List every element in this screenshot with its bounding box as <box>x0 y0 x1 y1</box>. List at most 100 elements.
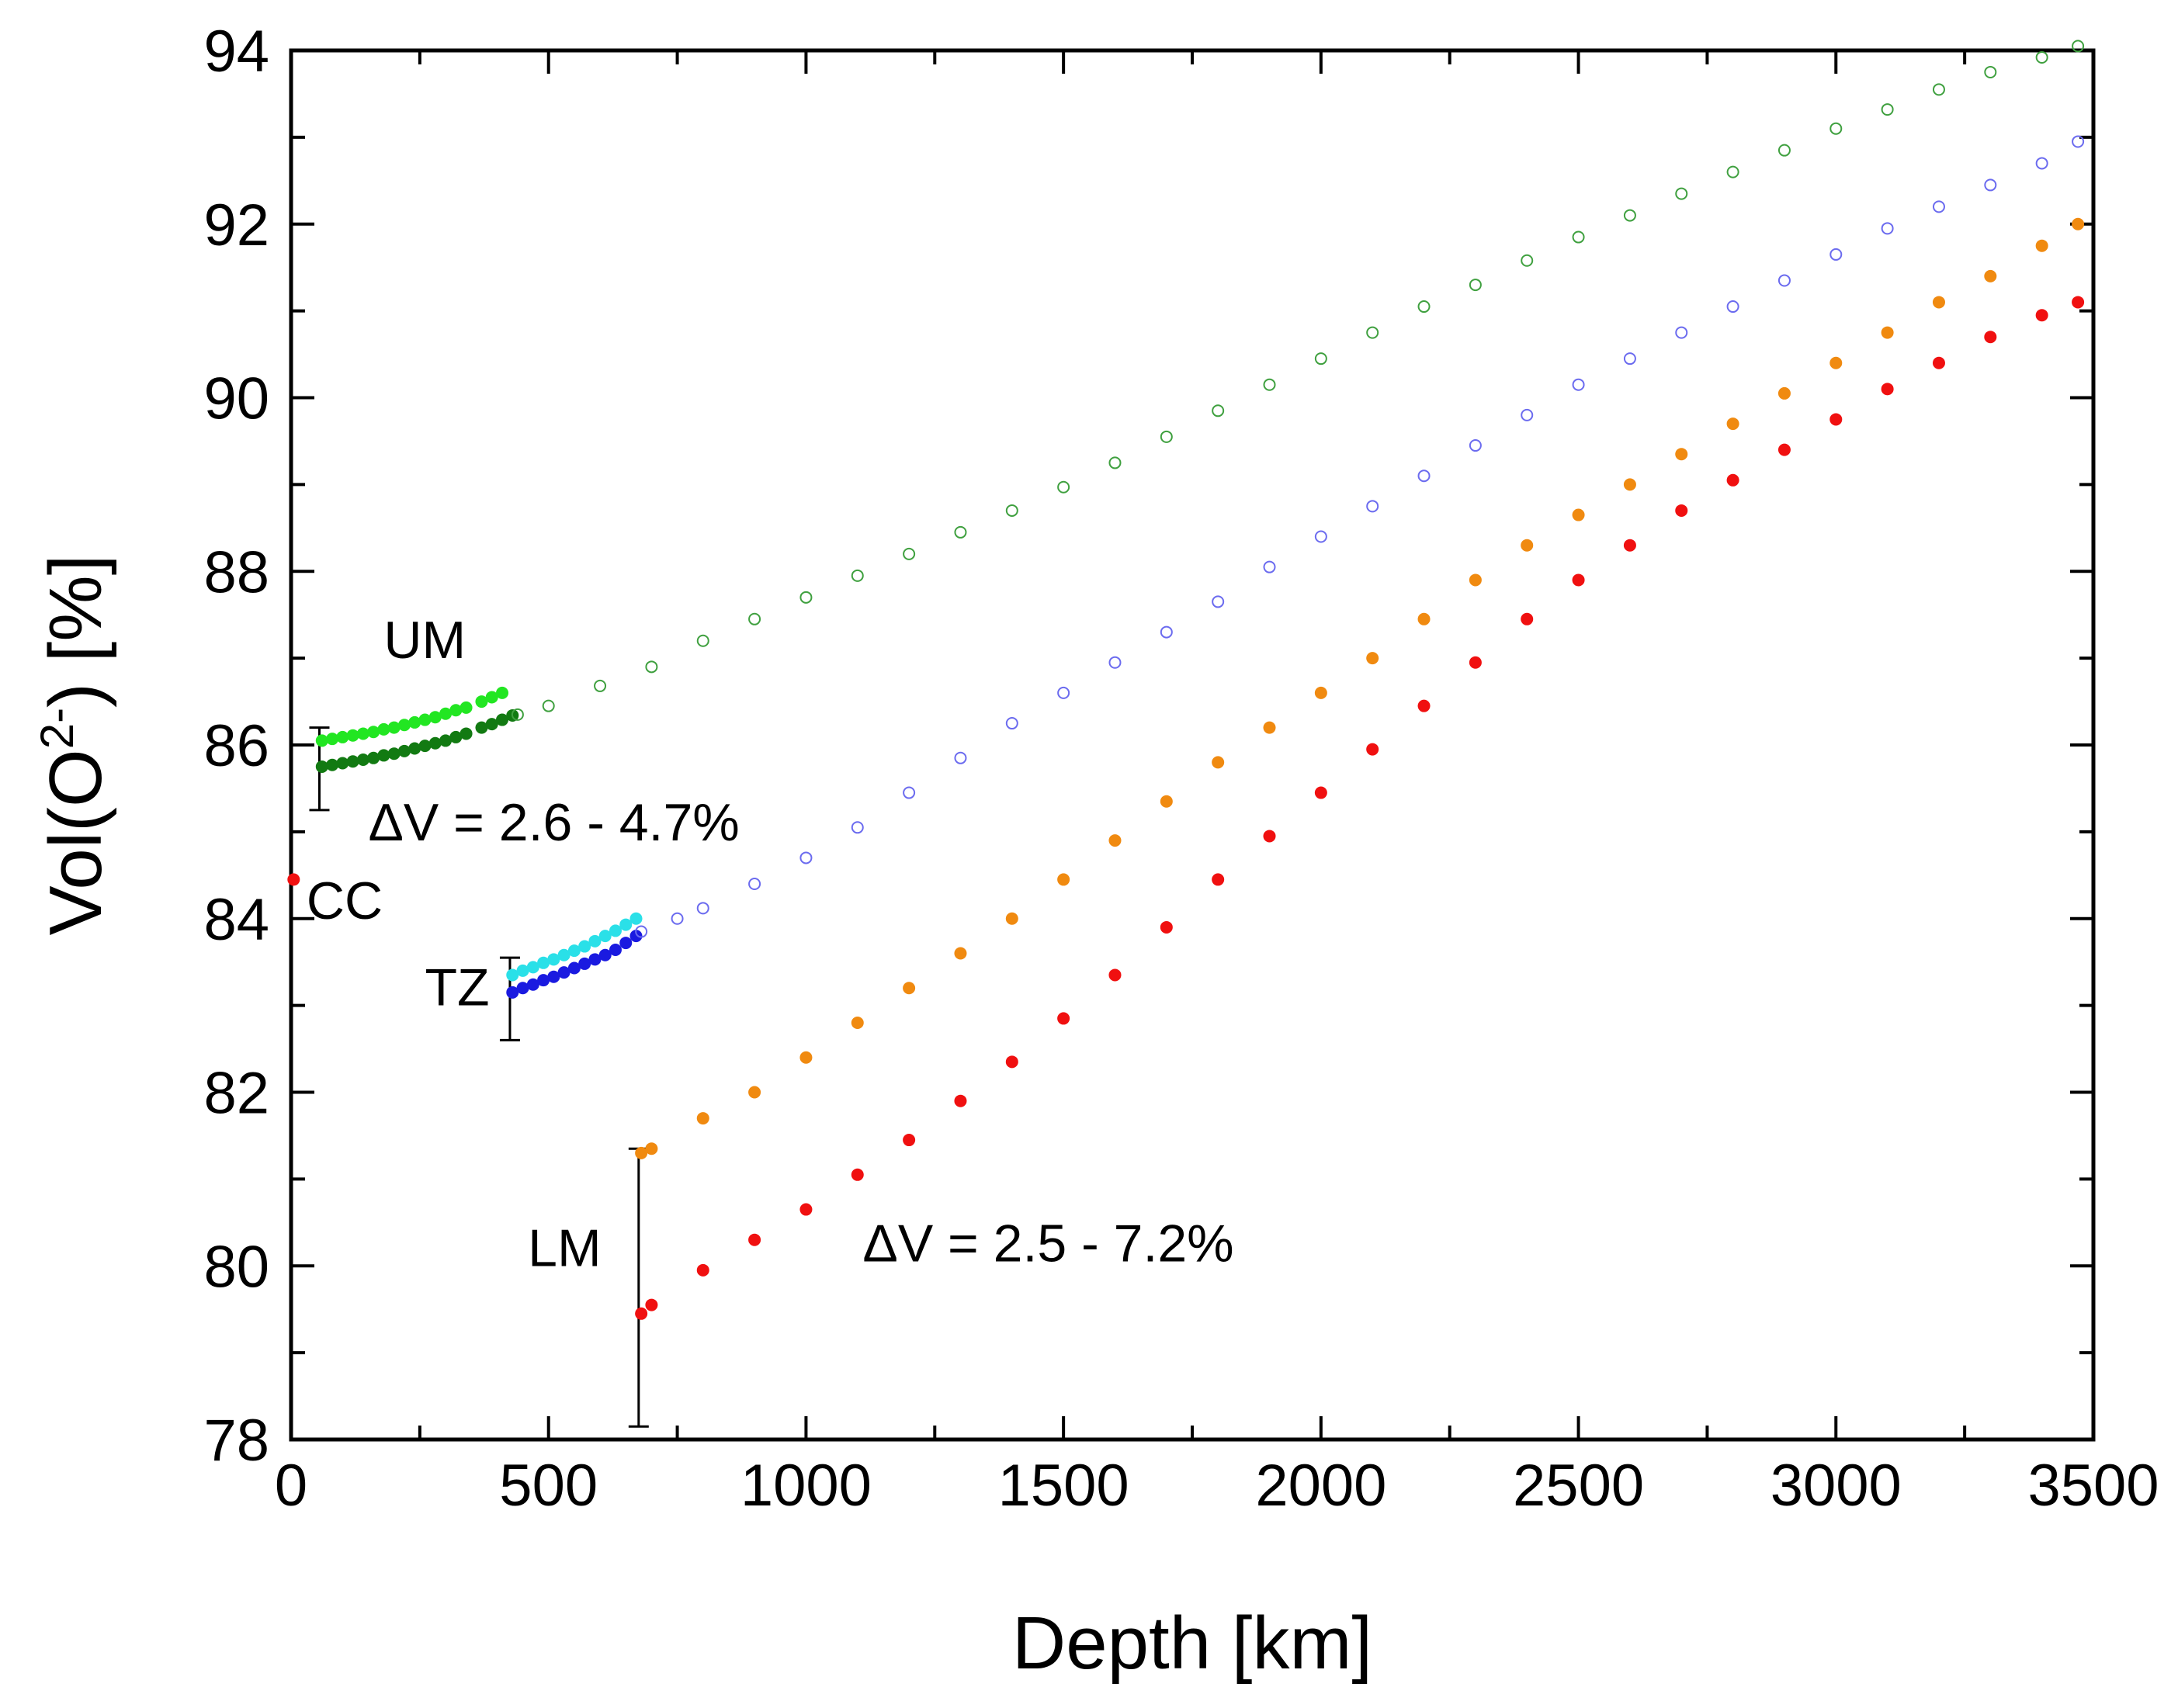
point-upper-open-9 <box>954 525 967 539</box>
point-um-light-7 <box>387 721 401 734</box>
point-um-light-6 <box>377 722 390 736</box>
point-upper-open-12 <box>1108 456 1122 469</box>
point-um-dark-15 <box>475 721 488 734</box>
y-tick-label-84: 84 <box>203 887 269 953</box>
x-tick-label-1500: 1500 <box>998 1453 1129 1519</box>
point-upper-open-7 <box>851 569 864 582</box>
point-um-light-13 <box>449 704 463 717</box>
point-upper-open-16 <box>1314 352 1327 366</box>
point-lower-open-blue-29 <box>2072 135 2085 148</box>
point-um-dark-8 <box>397 744 411 757</box>
point-lm-red-18 <box>1521 612 1534 625</box>
point-lm-orange-1 <box>645 1142 658 1155</box>
point-tz-blue-5 <box>557 966 571 979</box>
point-um-dark-12 <box>439 734 453 747</box>
point-um-light-2 <box>336 730 349 743</box>
point-lm-orange-28 <box>2035 239 2048 252</box>
x-axis-title: Depth [km] <box>1012 1602 1372 1685</box>
point-upper-open-18 <box>1417 300 1431 314</box>
series-lower-open-blue <box>635 135 2085 938</box>
point-lm-orange-7 <box>954 947 967 960</box>
point-lower-open-blue-12 <box>1212 595 1225 608</box>
point-upper-open-17 <box>1366 326 1379 339</box>
point-lm-orange-5 <box>851 1017 864 1029</box>
point-lm-orange-3 <box>748 1086 761 1099</box>
point-lm-orange-2 <box>696 1112 709 1125</box>
point-lm-red-28 <box>2035 309 2048 322</box>
y-tick-label-80: 80 <box>203 1234 269 1300</box>
y-tick-label-82: 82 <box>203 1061 269 1127</box>
x-tick-label-2500: 2500 <box>1513 1453 1644 1519</box>
point-upper-open-3 <box>645 660 658 674</box>
y-axis-title-superscript: 2- <box>31 708 83 749</box>
series-lm-orange <box>635 217 2085 1159</box>
point-tz-blue-2 <box>526 978 539 991</box>
point-cc-0 <box>287 873 300 886</box>
point-tz-cyan-8 <box>588 934 602 948</box>
point-upper-open-31 <box>2072 40 2085 53</box>
point-lm-orange-18 <box>1521 539 1534 552</box>
point-lm-orange-16 <box>1417 612 1431 625</box>
point-lm-orange-21 <box>1675 448 1688 461</box>
point-um-dark-11 <box>428 736 442 750</box>
point-um-dark-6 <box>377 749 390 762</box>
point-um-light-8 <box>397 719 411 732</box>
point-lower-open-blue-7 <box>954 751 967 764</box>
point-lower-open-blue-20 <box>1623 352 1636 366</box>
point-lm-orange-10 <box>1108 834 1122 847</box>
point-lm-red-20 <box>1623 539 1636 552</box>
point-um-dark-10 <box>418 740 432 753</box>
point-lm-red-0 <box>635 1307 648 1320</box>
series-tz-cyan <box>506 912 643 982</box>
point-lm-orange-11 <box>1160 795 1173 808</box>
point-upper-open-15 <box>1263 378 1276 391</box>
point-lm-orange-12 <box>1212 756 1225 769</box>
point-tz-blue-3 <box>537 974 550 987</box>
point-lm-orange-4 <box>799 1051 813 1064</box>
point-upper-open-27 <box>1881 103 1894 116</box>
point-lm-red-11 <box>1160 920 1173 934</box>
point-um-light-16 <box>485 691 498 704</box>
point-lower-open-blue-5 <box>851 821 864 834</box>
point-lm-orange-8 <box>1005 912 1018 925</box>
series-upper-open <box>511 40 2085 721</box>
point-tz-cyan-5 <box>557 948 571 961</box>
point-um-light-17 <box>496 686 509 699</box>
point-lower-open-blue-1 <box>671 912 684 925</box>
point-lower-open-blue-25 <box>1881 222 1894 235</box>
point-lm-red-26 <box>1932 356 1945 369</box>
point-lower-open-blue-27 <box>1984 178 1997 192</box>
point-lm-orange-9 <box>1057 873 1070 886</box>
x-tick-label-500: 500 <box>499 1453 598 1519</box>
point-lm-orange-26 <box>1932 296 1945 309</box>
point-tz-blue-11 <box>619 937 633 950</box>
point-tz-blue-4 <box>547 970 560 983</box>
point-upper-open-14 <box>1212 404 1225 417</box>
x-tick-label-0: 0 <box>275 1453 307 1519</box>
point-um-light-10 <box>418 713 432 726</box>
point-lm-orange-17 <box>1469 573 1482 587</box>
point-tz-cyan-0 <box>506 968 519 982</box>
point-upper-open-5 <box>748 612 761 625</box>
point-lower-open-blue-21 <box>1675 326 1688 339</box>
series-um-dark <box>315 708 519 773</box>
x-tick-label-3500: 3500 <box>2027 1453 2159 1519</box>
point-tz-blue-0 <box>506 986 519 999</box>
point-tz-cyan-11 <box>619 918 633 931</box>
point-upper-open-1 <box>542 699 555 712</box>
point-upper-open-21 <box>1572 230 1585 244</box>
point-lower-open-blue-13 <box>1263 560 1276 573</box>
point-lm-orange-29 <box>2072 217 2085 230</box>
point-lower-open-blue-17 <box>1469 439 1482 452</box>
data-points <box>287 40 2085 1320</box>
point-lower-open-blue-19 <box>1572 378 1585 391</box>
point-lm-red-5 <box>851 1168 864 1181</box>
point-upper-open-4 <box>696 634 709 647</box>
point-upper-open-20 <box>1521 254 1534 267</box>
point-lm-red-7 <box>954 1094 967 1107</box>
point-lower-open-blue-23 <box>1777 274 1791 287</box>
point-tz-cyan-1 <box>516 964 529 977</box>
point-tz-cyan-7 <box>578 940 591 953</box>
point-lm-orange-6 <box>903 982 916 995</box>
annotation-lm: LM <box>528 1218 601 1277</box>
